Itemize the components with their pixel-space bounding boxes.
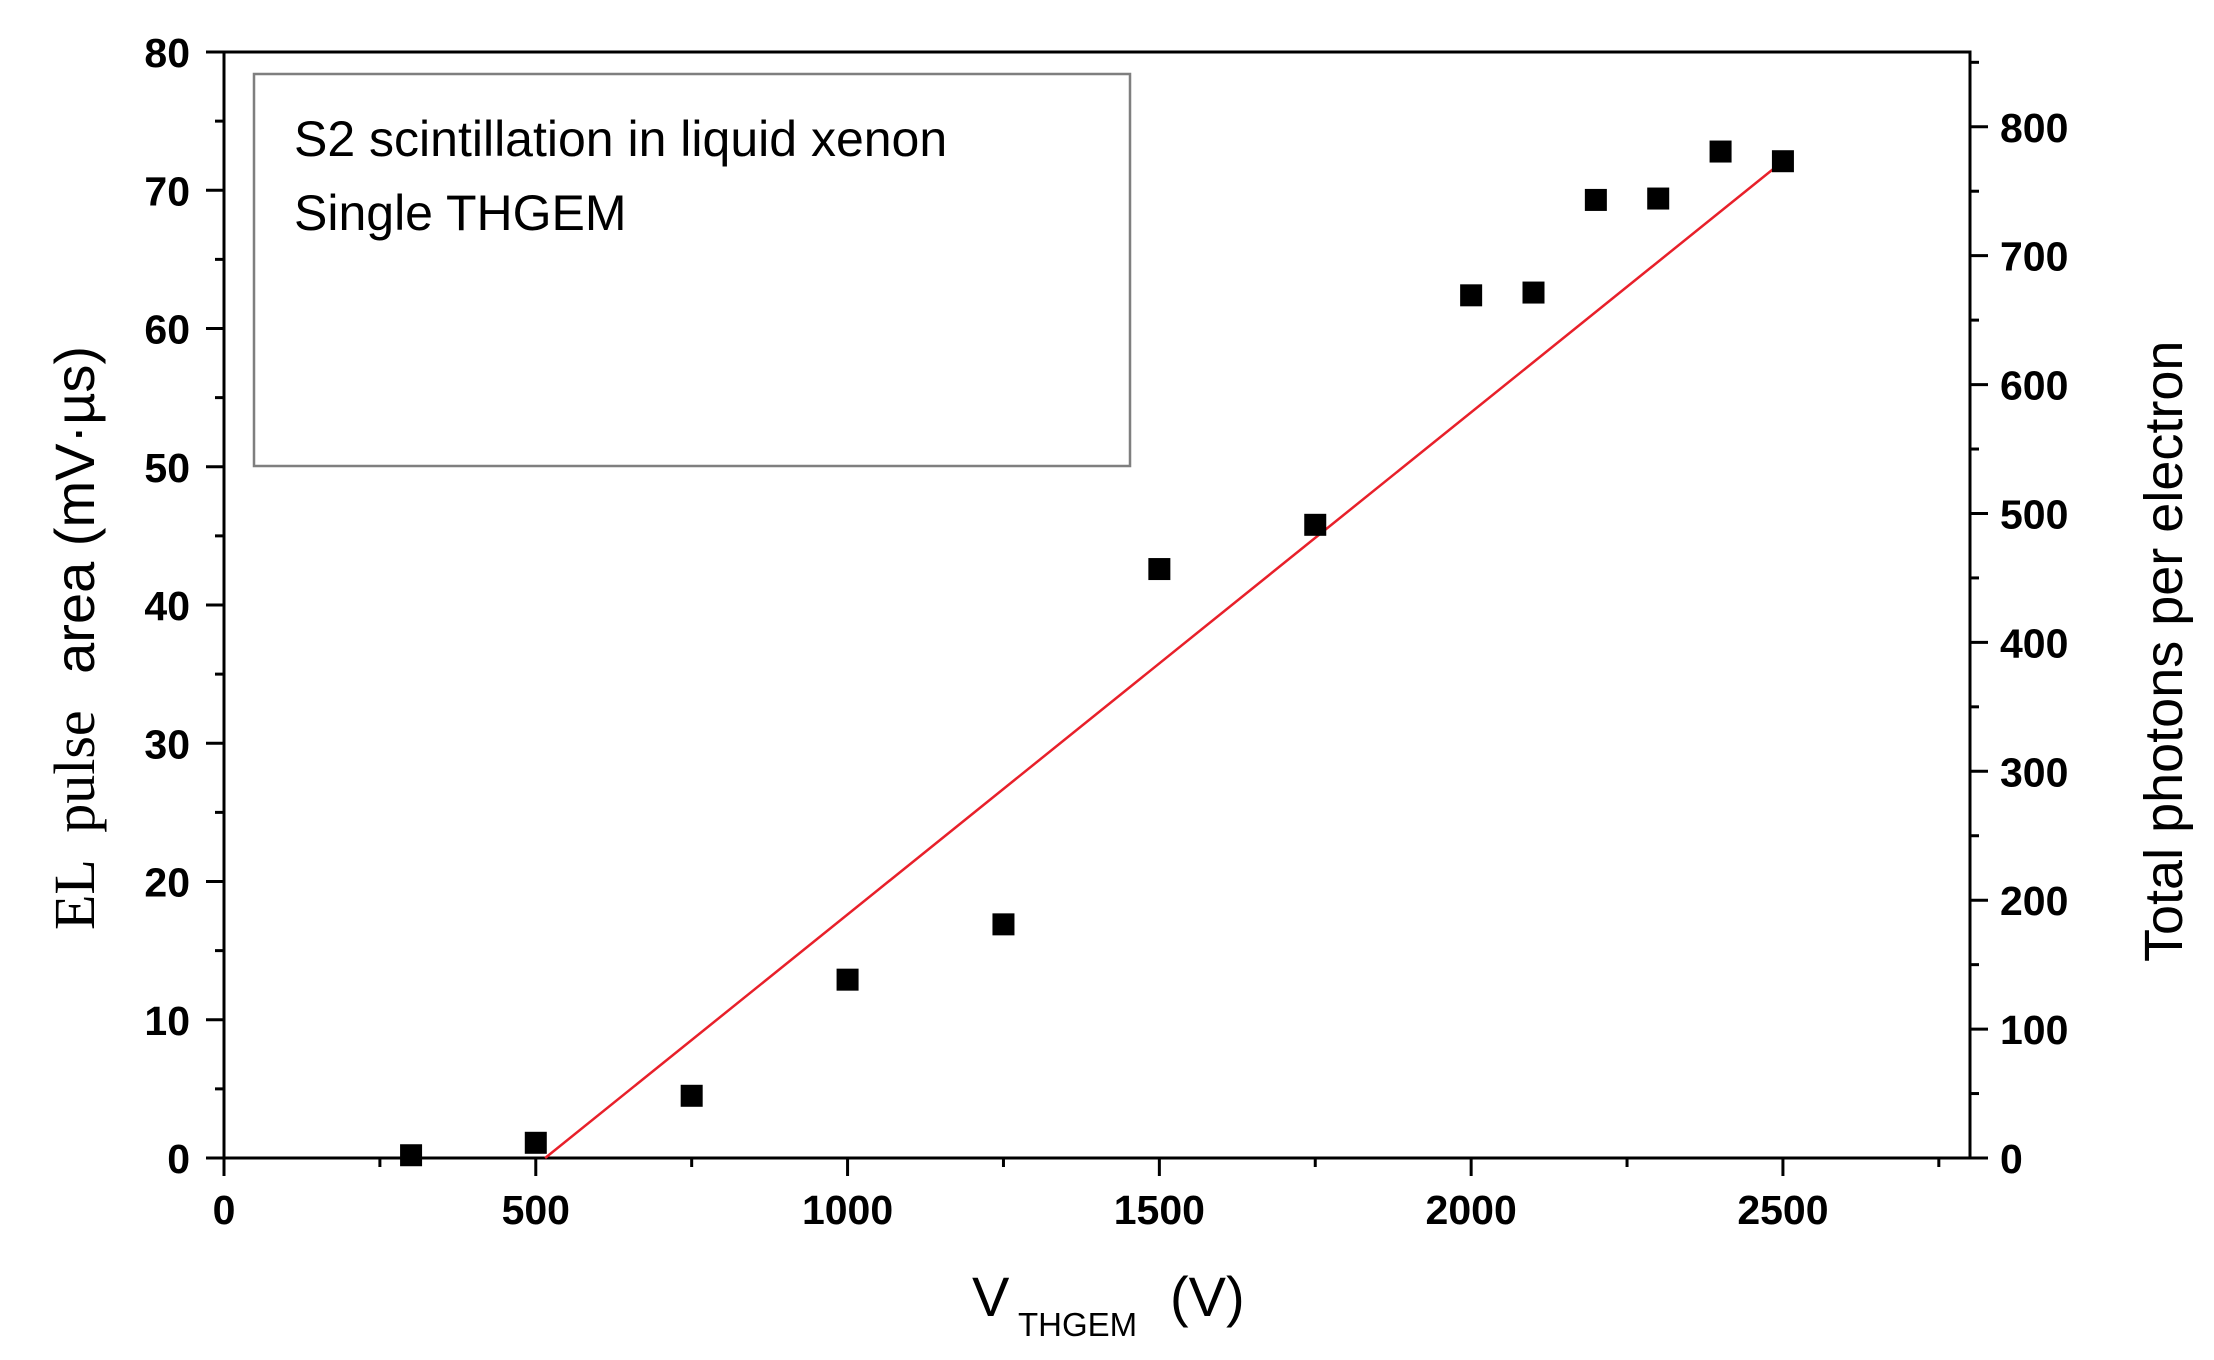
y2-tick-label: 700 (2000, 234, 2068, 280)
data-point (836, 968, 859, 991)
legend-frame (252, 72, 1132, 468)
x-tick-label: 1500 (1114, 1187, 1205, 1233)
y2-tick-label: 300 (2000, 749, 2068, 795)
x-tick-label: 500 (502, 1187, 570, 1233)
legend-line-2: Single THGEM (294, 185, 627, 241)
fit-line (544, 160, 1784, 1159)
data-point (1647, 187, 1670, 210)
x-tick-label: 2500 (1737, 1187, 1828, 1233)
x-tick-label: 0 (213, 1187, 236, 1233)
x-axis-title-subscript: THGEM (1018, 1306, 1137, 1343)
x-tick-label: 1000 (802, 1187, 893, 1233)
y-axis-title-serif: pulse (42, 710, 107, 832)
data-point (1304, 513, 1327, 536)
left-axis-ticks: 0 10 20 30 40 50 60 70 80 (144, 30, 224, 1182)
y-tick-label: 30 (144, 721, 190, 767)
x-axis-title-unit: (V) (1170, 1265, 1245, 1328)
right-axis-ticks: 0 100 200 300 400 500 600 700 800 (1970, 60, 2068, 1182)
x-axis-ticks: 0 500 1000 1500 2000 2500 (213, 1158, 1941, 1233)
y-tick-label: 50 (144, 445, 190, 491)
data-point (992, 913, 1015, 936)
y2-tick-label: 100 (2000, 1007, 2068, 1053)
y-axis-title-prefix: EL (42, 861, 107, 930)
y-tick-label: 70 (144, 168, 190, 214)
y-tick-label: 80 (144, 30, 190, 76)
fit-line-layer (544, 160, 1784, 1159)
y-tick-label: 10 (144, 998, 190, 1044)
y2-tick-label: 200 (2000, 878, 2068, 924)
y-tick-label: 40 (144, 583, 190, 629)
y-axis-title-suffix: area (mV·µs) (43, 346, 106, 674)
y2-tick-label: 600 (2000, 363, 2068, 409)
y-tick-label: 20 (144, 860, 190, 906)
x-axis-title-v: V (972, 1265, 1010, 1328)
y2-tick-label: 400 (2000, 620, 2068, 666)
legend-box: S2 scintillation in liquid xenon Single … (252, 72, 1132, 468)
data-points (400, 140, 1794, 1167)
x-tick-label: 2000 (1426, 1187, 1517, 1233)
data-point (524, 1131, 547, 1154)
data-point (1148, 558, 1171, 581)
data-point (400, 1144, 423, 1167)
data-point (1709, 140, 1732, 163)
y2-axis-title: Total photons per electron (2134, 341, 2194, 962)
y-axis-title: EL pulse area (mV·µs) (42, 346, 107, 930)
y2-tick-label: 800 (2000, 105, 2068, 151)
data-point (1460, 284, 1483, 307)
plot-frame (222, 50, 1972, 1160)
y2-tick-label: 500 (2000, 491, 2068, 537)
legend-line-1: S2 scintillation in liquid xenon (294, 111, 947, 167)
data-point (1771, 150, 1794, 173)
y-axis-title-text: EL pulse area (mV·µs) (42, 346, 107, 930)
data-point (1584, 188, 1607, 211)
y2-tick-label: 0 (2000, 1136, 2023, 1182)
y-tick-label: 60 (144, 307, 190, 353)
data-point (680, 1084, 703, 1107)
y-tick-label: 0 (167, 1136, 190, 1182)
data-point (1522, 281, 1545, 304)
x-axis-title: V THGEM (V) (972, 1265, 1245, 1343)
